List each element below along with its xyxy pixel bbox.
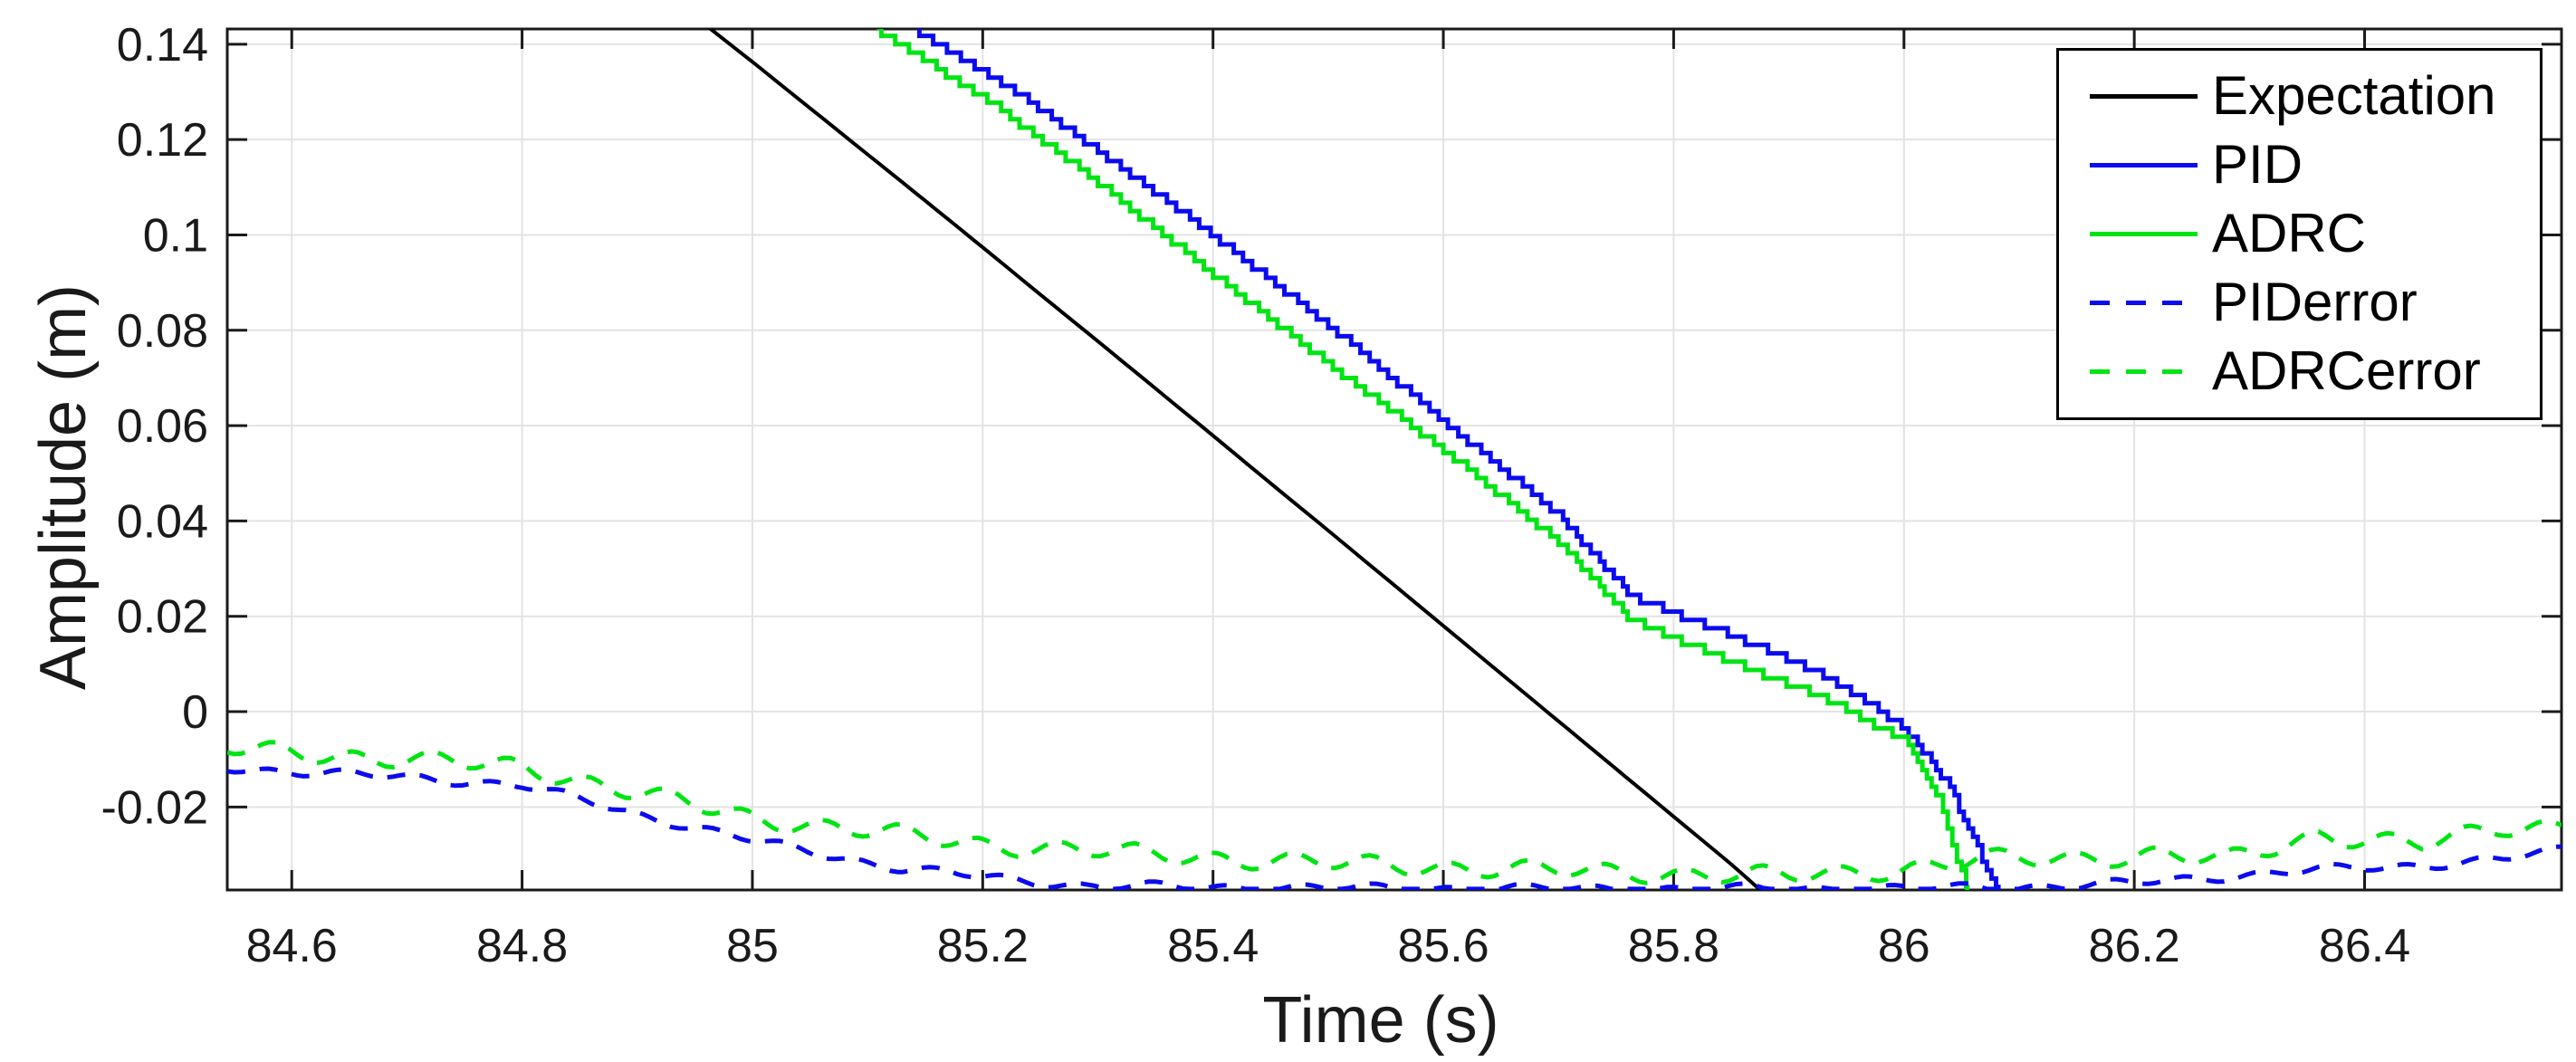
x-axis-label: Time (s) [1262, 984, 1499, 1057]
svg-text:0.02: 0.02 [117, 591, 208, 644]
legend-item-piderror: PIDerror [2059, 268, 2540, 337]
legend-item-expectation: Expectation [2059, 62, 2540, 130]
svg-text:0.04: 0.04 [117, 495, 208, 548]
svg-text:85: 85 [726, 920, 779, 972]
svg-text:85.6: 85.6 [1397, 920, 1489, 972]
legend-label-pid: PID [2212, 134, 2303, 195]
svg-text:0.14: 0.14 [117, 19, 208, 72]
svg-text:86.2: 86.2 [2089, 920, 2180, 972]
svg-text:85.2: 85.2 [937, 920, 1029, 972]
svg-text:0.08: 0.08 [117, 305, 208, 358]
svg-text:84.6: 84.6 [246, 920, 338, 972]
legend-label-expectation: Expectation [2212, 65, 2496, 126]
svg-text:86.4: 86.4 [2319, 920, 2410, 972]
legend-item-adrcerror: ADRCerror [2059, 337, 2540, 406]
legend-line-sample-pid [2090, 162, 2198, 167]
legend-label-adrcerror: ADRCerror [2212, 340, 2481, 401]
svg-text:0.12: 0.12 [117, 114, 208, 167]
svg-text:85.8: 85.8 [1628, 920, 1719, 972]
legend-line-sample-adrc [2090, 231, 2198, 236]
legend-line-sample-expectation [2090, 93, 2198, 99]
legend-label-adrc: ADRC [2212, 203, 2367, 263]
legend-line-sample-adrcerror [2090, 368, 2198, 374]
svg-text:85.4: 85.4 [1167, 920, 1259, 972]
svg-text:86: 86 [1878, 920, 1930, 972]
svg-text:-0.02: -0.02 [101, 781, 208, 834]
svg-text:0.1: 0.1 [143, 209, 208, 262]
svg-text:84.8: 84.8 [476, 920, 568, 972]
legend-label-piderror: PIDerror [2212, 272, 2418, 332]
legend: Expectation PID ADRC PIDerror ADRCerror [2056, 48, 2542, 420]
legend-item-pid: PID [2059, 130, 2540, 199]
svg-text:0: 0 [182, 686, 208, 739]
y-axis-label: Amplitude (m) [27, 283, 100, 691]
legend-item-adrc: ADRC [2059, 199, 2540, 268]
legend-line-sample-piderror [2090, 300, 2198, 305]
svg-text:0.06: 0.06 [117, 400, 208, 453]
